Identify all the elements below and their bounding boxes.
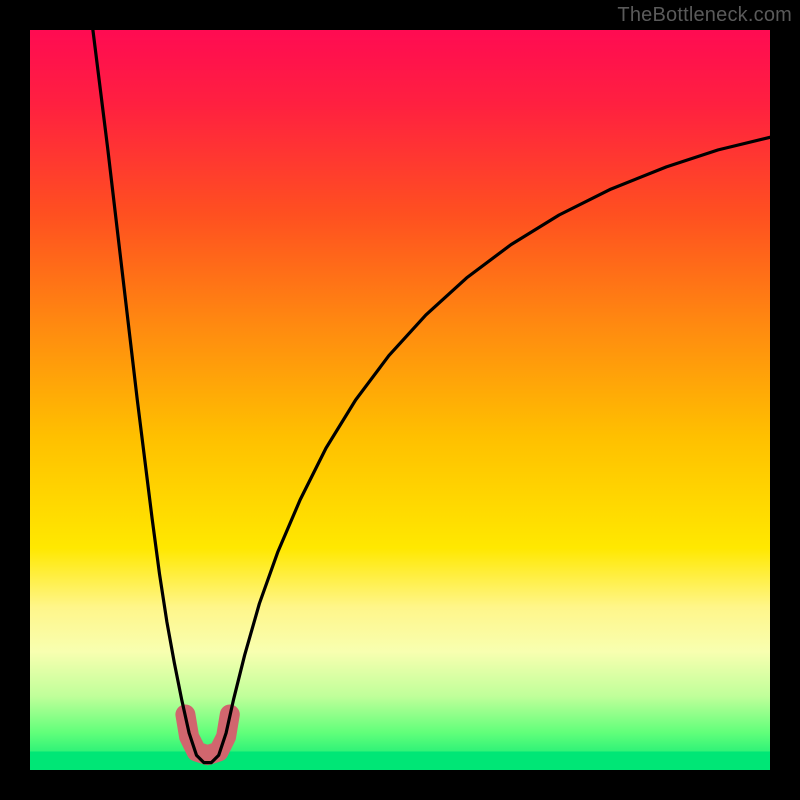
chart-svg — [0, 0, 800, 800]
watermark-label: TheBottleneck.com — [617, 4, 792, 27]
chart-stage: TheBottleneck.com — [0, 0, 800, 800]
